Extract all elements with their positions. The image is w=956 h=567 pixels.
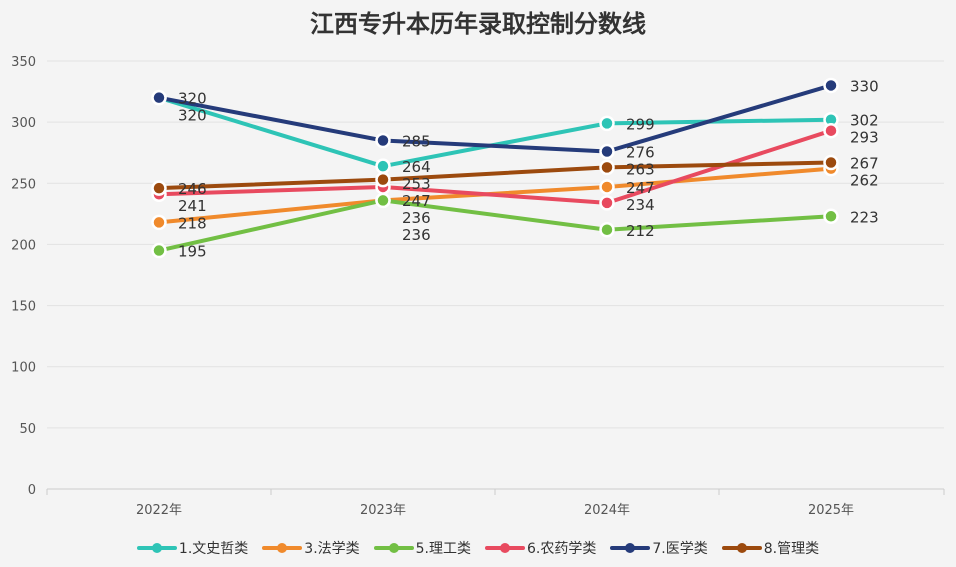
- data-point: [151, 214, 167, 231]
- data-point: [599, 179, 615, 195]
- legend-label: 1.文史哲类: [178, 541, 249, 557]
- data-label: 253: [402, 175, 431, 193]
- legend-item[interactable]: 6.农药学类: [485, 538, 596, 558]
- data-label: 195: [178, 243, 207, 261]
- legend-label: 3.法学类: [304, 541, 360, 557]
- data-point: [599, 115, 615, 132]
- series-line: [158, 95, 832, 169]
- legend-marker-icon: [610, 543, 651, 553]
- data-label: 236: [402, 226, 431, 244]
- y-tick-label: 150: [11, 300, 36, 315]
- x-tick-label: 2022年: [136, 503, 182, 518]
- data-label: 293: [850, 129, 879, 147]
- data-label: 234: [626, 196, 655, 214]
- data-label: 241: [178, 197, 207, 215]
- data-label: 320: [178, 90, 207, 108]
- legend-item[interactable]: 3.法学类: [262, 538, 360, 558]
- legend-label: 8.管理类: [763, 541, 820, 557]
- data-point: [375, 132, 391, 149]
- legend-item[interactable]: 8.管理类: [721, 538, 820, 558]
- x-tick-label: 2023年: [360, 503, 406, 518]
- y-tick-label: 100: [11, 361, 36, 376]
- data-label: 263: [626, 160, 655, 178]
- legend-marker-icon: [485, 543, 525, 553]
- data-label: 247: [402, 192, 431, 210]
- data-point: [375, 192, 391, 209]
- series-line: [158, 198, 832, 253]
- data-label: 247: [626, 179, 655, 197]
- data-label: 285: [402, 132, 431, 150]
- data-label: 299: [626, 115, 655, 133]
- legend-label: 5.理工类: [415, 541, 471, 557]
- legend-marker-icon: [721, 543, 762, 553]
- series-line: [158, 83, 832, 154]
- data-point: [151, 180, 167, 196]
- data-point: [599, 159, 615, 176]
- legend-marker-icon: [136, 543, 177, 553]
- data-label: 320: [178, 107, 207, 125]
- data-point: [599, 143, 615, 160]
- data-label: 267: [850, 154, 879, 172]
- data-label: 276: [626, 143, 655, 161]
- data-point: [823, 122, 839, 139]
- data-point: [823, 154, 839, 171]
- data-point: [599, 222, 615, 238]
- legend-marker-icon: [373, 543, 414, 553]
- legend: 1.文史哲类 3.法学类 5.理工类 6.农药学类 7.医学类 8.管理类: [0, 538, 956, 558]
- legend-marker-icon: [262, 543, 303, 553]
- data-point: [151, 89, 167, 106]
- y-tick-label: 50: [19, 422, 36, 437]
- data-label: 246: [178, 180, 207, 198]
- data-point: [823, 208, 839, 225]
- data-point: [151, 242, 167, 259]
- chart-title: 江西专升本历年录取控制分数线: [310, 9, 646, 38]
- data-label: 302: [850, 112, 879, 130]
- series-line: [158, 160, 832, 191]
- data-label: 262: [850, 171, 879, 189]
- legend-item[interactable]: 7.医学类: [610, 538, 708, 558]
- x-tick-label: 2024年: [584, 503, 630, 518]
- data-point: [375, 158, 391, 174]
- y-tick-label: 0: [28, 483, 36, 498]
- legend-label: 7.医学类: [652, 541, 708, 557]
- y-tick-label: 350: [11, 55, 36, 70]
- data-label: 218: [178, 214, 207, 232]
- data-label: 236: [402, 209, 431, 227]
- data-point: [599, 195, 615, 211]
- legend-item[interactable]: 5.理工类: [373, 538, 471, 558]
- data-label: 212: [626, 222, 655, 240]
- data-label: 330: [850, 77, 879, 95]
- legend-label: 6.农药学类: [527, 541, 597, 557]
- x-tick-label: 2025年: [808, 503, 854, 518]
- y-tick-label: 250: [11, 177, 36, 192]
- data-label: 264: [402, 158, 431, 176]
- y-tick-label: 300: [11, 116, 36, 131]
- data-point: [375, 171, 391, 188]
- legend-item[interactable]: 1.文史哲类: [136, 538, 249, 558]
- y-tick-label: 200: [11, 238, 36, 253]
- data-point: [823, 77, 839, 94]
- data-label: 223: [850, 208, 879, 226]
